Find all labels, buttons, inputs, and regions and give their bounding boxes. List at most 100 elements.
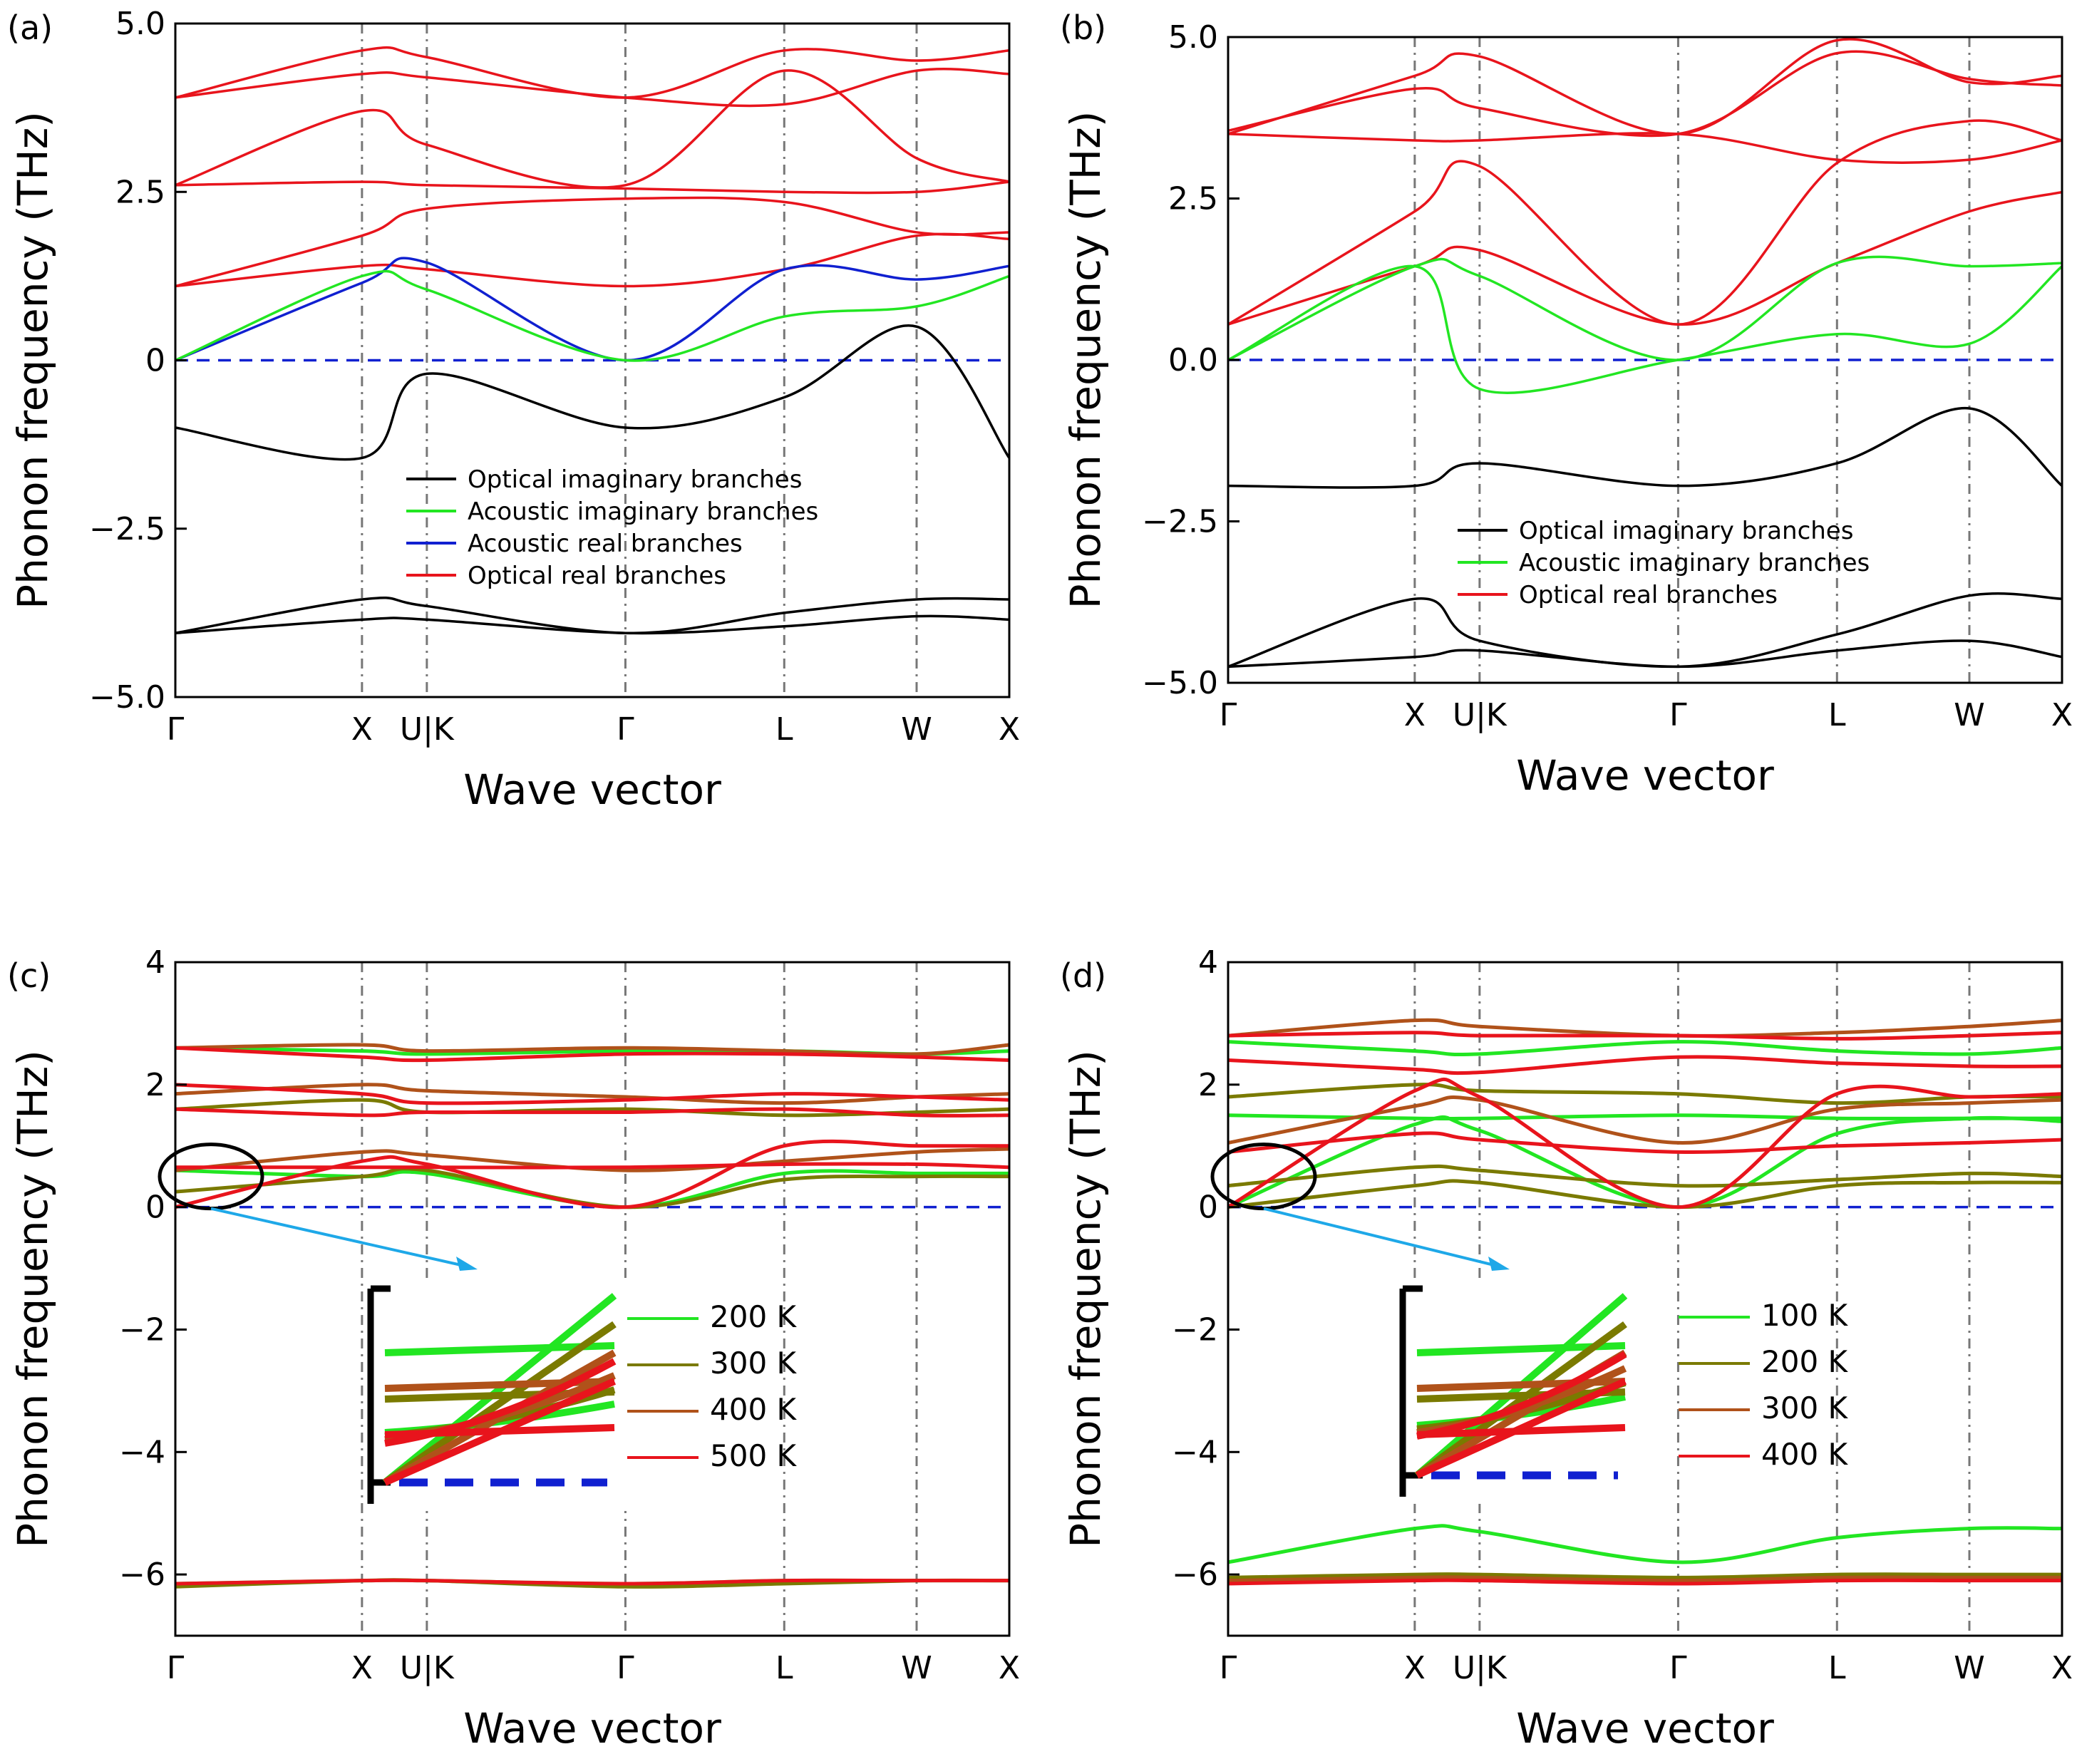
x-tick-label: U|K [400, 1650, 455, 1686]
y-axis-title: Phonon frequency (THz) [1061, 1050, 1110, 1548]
zoom-arrow-head [1488, 1257, 1510, 1271]
x-tick-label: X [1404, 1650, 1426, 1686]
x-tick-label: X [999, 1650, 1020, 1686]
legend-label: Acoustic real branches [468, 530, 743, 558]
x-tick-label: X [2051, 1650, 2073, 1686]
legend: Optical imaginary branches Acoustic imagi… [406, 465, 818, 590]
series-line [175, 269, 1009, 362]
inset-branch-line [383, 1321, 617, 1486]
x-tick-label: Γ [1669, 1650, 1687, 1686]
x-tick-label: L [1828, 1650, 1846, 1686]
x-tick-label: X [1404, 697, 1426, 733]
x-tick-label: Γ [1220, 1650, 1237, 1686]
legend-label: 400 K [710, 1392, 798, 1427]
panel-a: −5.0 −2.5 0 2.5 5.0 Γ X U|K Γ L W X Wave vector Phono… [7, 6, 1020, 814]
x-tick-label: W [901, 711, 932, 748]
series-line [1228, 1131, 2062, 1154]
legend-label: Optical real branches [468, 562, 726, 590]
y-tick-label: 5.0 [1168, 19, 1218, 56]
series-line [1228, 264, 2062, 394]
series-line [175, 1083, 1009, 1105]
series-line [175, 1162, 1009, 1170]
plot-frame [1227, 961, 2063, 1637]
x-tick-label: X [999, 711, 1020, 748]
zoom-inset [1396, 1281, 1639, 1504]
series-line [1228, 1575, 2062, 1583]
x-tick-label: Γ [167, 711, 185, 748]
inset-branch-line [1416, 1351, 1627, 1440]
x-axis-title: Wave vector [1516, 751, 1774, 800]
series-line [1228, 1078, 2062, 1209]
x-tick-label: Γ [617, 1650, 634, 1686]
x-tick-label: Γ [1220, 697, 1237, 733]
panel-d: −6 −4 −2 0 2 4 Γ X U|K Γ L W X Wave vector Phonon freq… [1060, 944, 2073, 1753]
y-tick-label: −4 [1172, 1434, 1218, 1470]
y-axis-title: Phonon frequency (THz) [9, 111, 57, 609]
x-tick-label: U|K [400, 711, 455, 748]
series-line [175, 1578, 1009, 1586]
x-tick-label: L [775, 1650, 793, 1686]
y-tick-label: 4 [145, 944, 165, 981]
panel-b: −5.0 −2.5 0.0 2.5 5.0 Γ X U|K Γ L W X Wave vector Pho… [1060, 9, 2073, 800]
y-tick-label: 2.5 [1168, 181, 1218, 217]
y-tick-label: 2 [1198, 1067, 1218, 1103]
panel-label: (d) [1060, 956, 1106, 995]
legend-label: 400 K [1761, 1437, 1849, 1472]
y-tick-label: −2.5 [1142, 504, 1218, 540]
y-tick-label: −5.0 [89, 679, 165, 716]
series-line [175, 1107, 1009, 1118]
y-tick-label: 0 [1198, 1190, 1218, 1226]
y-tick-label: 0 [145, 343, 165, 379]
series-line [175, 1046, 1009, 1063]
x-axis-title: Wave vector [463, 765, 721, 814]
legend-label: 100 K [1761, 1298, 1849, 1333]
series-line [175, 180, 1009, 195]
zoom-arrow-head [456, 1257, 478, 1271]
legend: 100 K 200 K 300 K 400 K [1679, 1298, 1849, 1472]
y-tick-label: −5.0 [1142, 665, 1218, 701]
x-axis-title: Wave vector [1516, 1704, 1774, 1753]
panel-label: (a) [7, 9, 53, 47]
series-line [175, 232, 1009, 288]
plot-frame [174, 961, 1011, 1637]
series-line [1228, 1055, 2062, 1076]
series-line [175, 1043, 1009, 1056]
legend-label: Optical real branches [1519, 581, 1778, 609]
series-line [175, 69, 1009, 189]
series-line [1228, 119, 2062, 326]
x-tick-label: Γ [1669, 697, 1687, 733]
legend-label: 500 K [710, 1438, 798, 1473]
y-tick-label: −2 [119, 1311, 165, 1348]
series-line [175, 196, 1009, 288]
x-tick-label: W [1954, 1650, 1985, 1686]
x-tick-label: U|K [1453, 1650, 1508, 1686]
y-tick-label: −6 [1172, 1557, 1218, 1593]
y-tick-label: 0.0 [1168, 342, 1218, 378]
legend-label: Optical imaginary branches [468, 465, 802, 494]
x-tick-label: X [351, 1650, 373, 1686]
legend-label: 300 K [1761, 1391, 1849, 1425]
series-line [175, 1139, 1009, 1209]
series-line [1228, 407, 2062, 489]
y-tick-label: −2.5 [89, 511, 165, 547]
y-tick-label: −6 [119, 1557, 165, 1593]
series-line [1228, 639, 2062, 669]
x-tick-label: W [1954, 697, 1985, 733]
zoom-arrow [1263, 1207, 1503, 1269]
x-axis-title: Wave vector [463, 1704, 721, 1753]
panel-label: (b) [1060, 9, 1106, 47]
x-tick-label: W [901, 1650, 932, 1686]
y-tick-label: 2.5 [115, 174, 165, 210]
series-line [175, 1147, 1009, 1172]
series-line [1228, 132, 2062, 164]
series-line [175, 1098, 1009, 1118]
legend-label: 300 K [710, 1346, 798, 1381]
legend-label: Acoustic imaginary branches [1519, 549, 1870, 577]
zoom-inset [364, 1281, 629, 1511]
x-tick-label: Γ [167, 1650, 185, 1686]
y-axis-title: Phonon frequency (THz) [9, 1050, 57, 1548]
series-line [1228, 255, 2062, 361]
y-tick-label: 4 [1198, 944, 1218, 981]
x-tick-label: X [351, 711, 373, 748]
legend-label: 200 K [1761, 1344, 1849, 1379]
